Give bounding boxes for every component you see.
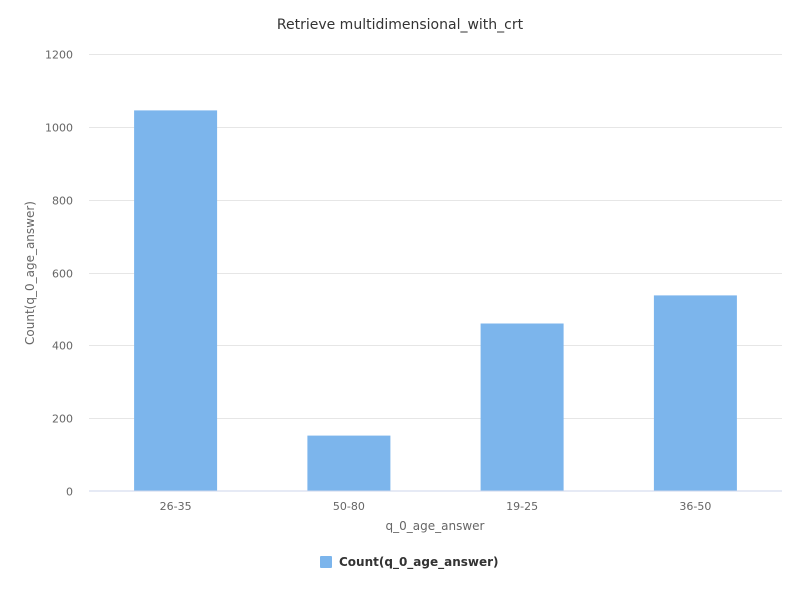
bar-19-25[interactable]	[480, 323, 564, 492]
x-tick-label: 19-25	[506, 500, 538, 513]
x-tick-label: 36-50	[679, 500, 711, 513]
y-tick-label: 400	[52, 340, 73, 353]
x-tick-label: 50-80	[333, 500, 365, 513]
y-tick-label: 1200	[45, 49, 73, 62]
y-tick-label: 800	[52, 195, 73, 208]
y-axis-ticks: 0 200 400 600 800 1000 1200	[45, 49, 73, 499]
chart-title: Retrieve multidimensional_with_crt	[277, 17, 524, 33]
x-axis-title: q_0_age_answer	[386, 519, 485, 533]
y-tick-label: 0	[66, 486, 73, 499]
y-axis-title: Count(q_0_age_answer)	[23, 201, 37, 345]
x-tick-label: 26-35	[160, 500, 192, 513]
bars	[134, 110, 737, 492]
bar-50-80[interactable]	[307, 435, 391, 491]
legend[interactable]: Count(q_0_age_answer)	[320, 555, 499, 570]
y-tick-label: 200	[52, 413, 73, 426]
x-axis-ticks: 26-35 50-80 19-25 36-50	[160, 500, 712, 513]
y-tick-label: 1000	[45, 122, 73, 135]
legend-swatch	[320, 556, 332, 568]
y-tick-label: 600	[52, 268, 73, 281]
bar-36-50[interactable]	[653, 295, 737, 491]
bar-26-35[interactable]	[134, 110, 218, 492]
legend-item-label[interactable]: Count(q_0_age_answer)	[339, 555, 499, 570]
